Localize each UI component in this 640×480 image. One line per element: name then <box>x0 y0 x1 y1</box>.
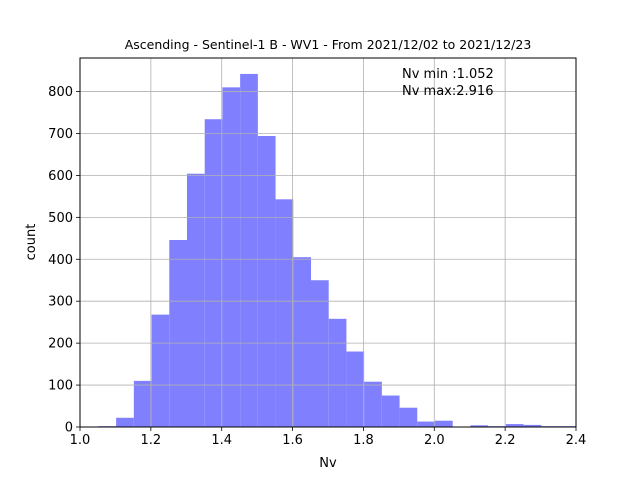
y-tick-label: 800 <box>48 85 73 100</box>
histogram-bar-21 <box>470 425 489 427</box>
histogram-bar-23 <box>505 424 524 427</box>
y-axis-label: count <box>24 224 39 261</box>
x-tick-label: 2.2 <box>495 433 516 448</box>
y-tick-label: 0 <box>65 421 73 436</box>
x-tick-label: 1.6 <box>282 433 303 448</box>
histogram-bar-11 <box>293 257 311 427</box>
histogram-bar-6 <box>204 119 223 427</box>
histogram-bar-19 <box>434 420 453 427</box>
x-tick-label: 2.0 <box>424 433 445 448</box>
y-tick-label: 100 <box>48 379 73 394</box>
bars-group <box>98 73 576 428</box>
x-tick-label: 2.4 <box>566 433 587 448</box>
y-tick-label: 400 <box>48 253 73 268</box>
histogram-bar-3 <box>151 314 170 427</box>
histogram-bar-8 <box>240 73 258 428</box>
plot-frame <box>79 57 577 428</box>
y-ticks: 0 100 200 300 400 500 600 700 800 <box>48 85 80 436</box>
y-tick-label: 500 <box>48 211 73 226</box>
histogram-bar-14 <box>346 351 365 427</box>
histogram-bar-2 <box>133 380 152 427</box>
histogram-bar-10 <box>275 199 294 427</box>
y-tick-label: 300 <box>48 295 73 310</box>
y-tick-label: 200 <box>48 337 73 352</box>
x-tick-label: 1.0 <box>70 433 91 448</box>
histogram-bar-17 <box>399 407 418 427</box>
x-tick-label: 1.4 <box>211 433 232 448</box>
y-tick-label: 600 <box>48 169 73 184</box>
x-tick-label: 1.2 <box>141 433 162 448</box>
histogram-bar-9 <box>257 135 276 428</box>
histogram-bar-4 <box>169 239 187 427</box>
histogram-bar-18 <box>417 421 435 427</box>
x-tick-label: 1.8 <box>353 433 374 448</box>
x-axis-label: Nv <box>319 456 337 471</box>
annotation-nv-max: Nv max:2.916 <box>402 84 493 99</box>
x-ticks: 1.0 1.2 1.4 1.6 1.8 2.0 2.2 2.4 <box>70 427 587 448</box>
annotation-nv-min: Nv min :1.052 <box>402 67 494 82</box>
histogram-bar-1 <box>116 417 134 427</box>
histogram-bar-12 <box>310 280 329 427</box>
histogram-bar-16 <box>381 395 400 427</box>
chart-title: Ascending - Sentinel-1 B - WV1 - From 20… <box>125 37 532 52</box>
histogram-bar-15 <box>364 381 382 427</box>
histogram-bar-24 <box>523 424 542 427</box>
histogram-bar-7 <box>222 87 241 428</box>
histogram-bar-5 <box>186 173 205 427</box>
histogram-bar-13 <box>328 318 347 427</box>
y-tick-label: 700 <box>48 127 73 142</box>
